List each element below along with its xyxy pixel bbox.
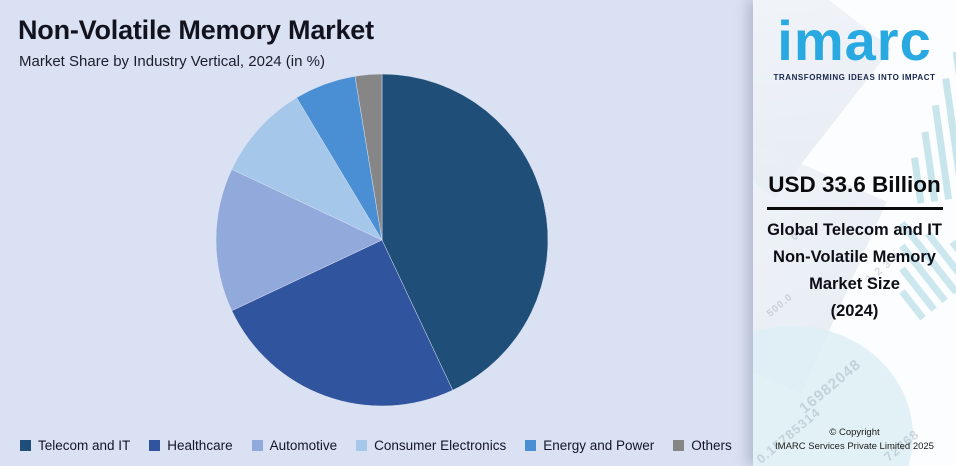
imarc-logo: imarc TRANSFORMING IDEAS INTO IMPACT xyxy=(753,9,956,83)
pie-slice-consumer-electronics xyxy=(231,97,383,241)
imarc-logo-tagline: TRANSFORMING IDEAS INTO IMPACT xyxy=(773,73,936,82)
pie-slice-healthcare xyxy=(231,239,454,407)
legend-item-telecom-and-it: Telecom and IT xyxy=(20,438,130,453)
pie-slice-others xyxy=(354,73,383,241)
legend-item-others: Others xyxy=(673,438,732,453)
pie-chart xyxy=(215,73,549,407)
pie-slice-telecom-and-it xyxy=(381,73,549,391)
legend-swatch xyxy=(525,440,537,451)
legend-swatch xyxy=(251,440,263,451)
market-size-label-line: Non-Volatile Memory xyxy=(773,248,936,266)
legend-label: Telecom and IT xyxy=(38,438,131,453)
legend-item-automotive: Automotive xyxy=(251,438,338,453)
legend-swatch xyxy=(20,440,31,451)
copyright-line: © Copyright xyxy=(829,426,880,438)
legend-item-healthcare: Healthcare xyxy=(149,438,233,453)
chart-area: Non-Volatile Memory Market Market Share … xyxy=(18,15,732,453)
divider xyxy=(766,207,943,210)
market-size-label-line: (2024) xyxy=(830,302,879,320)
copyright-line: IMARC Services Private Limited 2025 xyxy=(775,441,934,453)
market-size-callout: USD 33.6 Billion Global Telecom and IT N… xyxy=(753,172,956,325)
legend-item-consumer-electronics: Consumer Electronics xyxy=(356,438,506,453)
pie-slice-automotive xyxy=(215,168,383,312)
legend-swatch xyxy=(356,440,368,451)
chart-subtitle: Market Share by Industry Vertical, 2024 … xyxy=(19,53,325,70)
legend-label: Energy and Power xyxy=(543,438,655,453)
legend-label: Others xyxy=(691,438,732,453)
legend-label: Automotive xyxy=(269,438,338,453)
brand-panel: 1 2 3 4 0.0 500.0 16982048 0.15785314 72… xyxy=(753,0,956,466)
legend-label: Consumer Electronics xyxy=(374,438,507,453)
page-title: Non-Volatile Memory Market xyxy=(18,15,374,45)
legend-item-energy-and-power: Energy and Power xyxy=(525,438,654,453)
legend-swatch xyxy=(673,440,685,451)
market-size-label-line: Global Telecom and IT xyxy=(767,221,942,239)
market-size-label-line: Market Size xyxy=(809,275,900,293)
copyright: © Copyright IMARC Services Private Limit… xyxy=(753,426,956,455)
market-size-value: USD 33.6 Billion xyxy=(768,172,941,197)
legend: Telecom and IT Healthcare Automotive Consum… xyxy=(20,438,732,453)
legend-swatch xyxy=(149,440,161,451)
imarc-logo-text: imarc xyxy=(777,9,932,72)
market-size-label: Global Telecom and IT Non-Volatile Memor… xyxy=(753,217,956,325)
legend-label: Healthcare xyxy=(167,438,233,453)
